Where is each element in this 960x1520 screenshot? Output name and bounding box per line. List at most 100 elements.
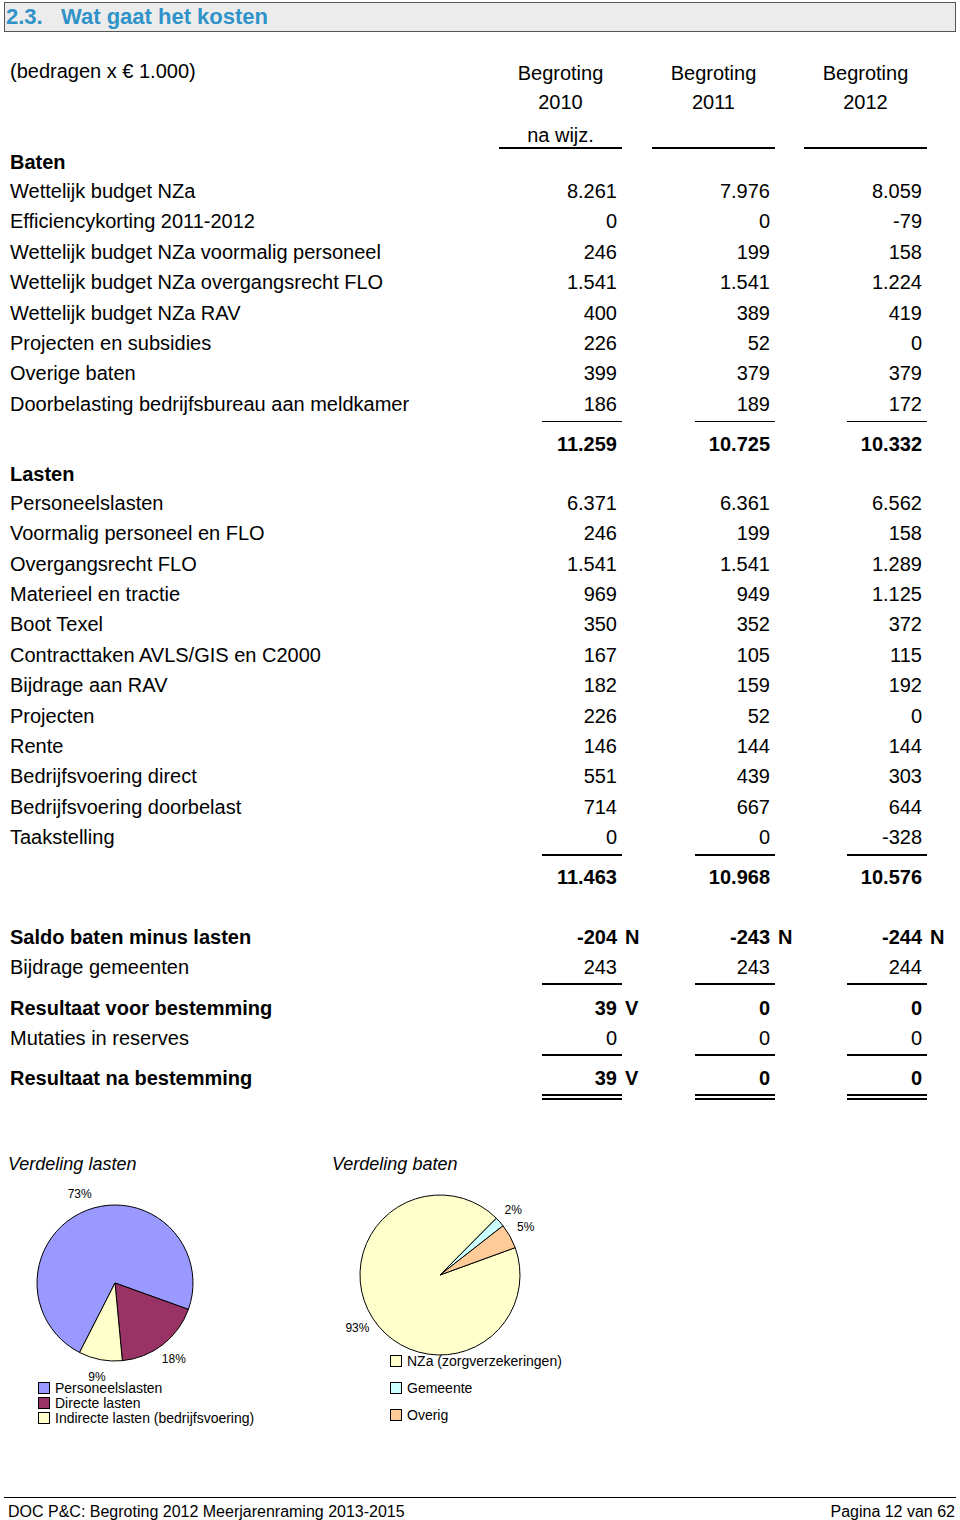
html-text:8.059: 8.059 — [871, 180, 922, 202]
html-text:419: 419 — [888, 301, 922, 324]
html-text:379: 379 — [888, 362, 922, 385]
html-text:Efficiencykorting 2011-2012: Efficiencykorting 2011-2012 — [10, 210, 255, 233]
html-text:389: 389 — [736, 301, 770, 324]
html-text:158: 158 — [888, 240, 922, 263]
html-text:186: 186 — [583, 392, 617, 415]
html-text:Bedrijfsvoering doorbelast: Bedrijfsvoering doorbelast — [10, 795, 242, 818]
html-text:Resultaat voor bestemming: Resultaat voor bestemming — [10, 997, 273, 1020]
html-text:1.541: 1.541 — [719, 552, 770, 575]
svg-text:18%: 18% — [162, 1352, 186, 1366]
html-text:Personeelslasten: Personeelslasten — [10, 491, 164, 514]
html-text:na wijz.: na wijz. — [527, 124, 594, 146]
html-text:105: 105 — [736, 643, 770, 666]
html-text:Wettelijk budget NZa overgangs: Wettelijk budget NZa overgangsrecht FLO — [10, 271, 384, 294]
html-text:182: 182 — [583, 674, 617, 697]
html-text:189: 189 — [736, 392, 770, 415]
html-text:Overige baten: Overige baten — [10, 362, 136, 385]
html-text:39: 39 — [594, 1067, 617, 1090]
html-text:Wettelijk budget NZa: Wettelijk budget NZa — [10, 180, 196, 202]
html-text:714: 714 — [583, 795, 617, 818]
html-text:1.541: 1.541 — [566, 271, 617, 294]
html-text:(bedragen x € 1.000): (bedragen x € 1.000) — [10, 60, 196, 82]
html-text:244: 244 — [888, 956, 922, 979]
html-text:Taakstelling: Taakstelling — [10, 826, 115, 849]
html-text:115: 115 — [890, 643, 922, 666]
html-text:Bijdrage aan RAV: Bijdrage aan RAV — [10, 674, 168, 697]
html-text:379: 379 — [736, 362, 770, 385]
html-text:2011: 2011 — [692, 91, 735, 113]
html-text:Resultaat na bestemming: Resultaat na bestemming — [10, 1067, 253, 1090]
html-text:Saldo baten minus lasten: Saldo baten minus lasten — [10, 926, 252, 949]
html-text:Wettelijk budget NZa voormalig: Wettelijk budget NZa voormalig personeel — [10, 240, 381, 263]
html-text:-244: -244 — [882, 926, 922, 949]
html-text:372: 372 — [888, 613, 922, 636]
html-text:11.463: 11.463 — [556, 866, 617, 889]
html-text:246: 246 — [583, 522, 617, 545]
html-text:Mutaties in reserves: Mutaties in reserves — [10, 1027, 189, 1050]
html-text:352: 352 — [736, 613, 770, 636]
html-text:303: 303 — [888, 765, 922, 788]
html-text:226: 226 — [583, 704, 617, 727]
html-text:192: 192 — [888, 674, 922, 697]
svg-text:73%: 73% — [68, 1187, 92, 1201]
html-text:Wettelijk budget NZa RAV: Wettelijk budget NZa RAV — [10, 301, 241, 324]
html-text:Doorbelasting bedrijfsbureau a: Doorbelasting bedrijfsbureau aan meldkam… — [10, 392, 410, 415]
html-text:439: 439 — [736, 765, 770, 788]
html-text:667: 667 — [736, 795, 770, 818]
html-text:-79: -79 — [893, 210, 922, 233]
html-text:172: 172 — [888, 392, 922, 415]
html-text:400: 400 — [583, 301, 617, 324]
html-text:243: 243 — [583, 956, 617, 979]
html-text:2.3. Wat gaat het kosten: 2.3. Wat gaat het kosten — [6, 4, 268, 29]
html-text:10.576: 10.576 — [860, 866, 922, 889]
html-text:Bedrijfsvoering direct: Bedrijfsvoering direct — [10, 765, 197, 788]
html-text:226: 226 — [583, 332, 617, 354]
html-text:246: 246 — [583, 240, 617, 263]
html-text:159: 159 — [736, 674, 770, 697]
html-text:Baten: Baten — [10, 151, 66, 173]
html-text:52: 52 — [747, 704, 770, 727]
html-text:1.289: 1.289 — [871, 552, 922, 575]
html-text:551: 551 — [583, 765, 617, 788]
html-text:199: 199 — [736, 240, 770, 263]
html-text:7.976: 7.976 — [719, 180, 770, 202]
html-text:644: 644 — [888, 795, 922, 818]
html-text:Boot Texel: Boot Texel — [10, 613, 103, 636]
html-text:Overgangsrecht FLO: Overgangsrecht FLO — [10, 552, 197, 575]
html-text:8.261: 8.261 — [566, 180, 617, 202]
html-text:Projecten en subsidies: Projecten en subsidies — [10, 332, 212, 354]
html-text:399: 399 — [583, 362, 617, 385]
html-text:-328: -328 — [882, 826, 922, 849]
html-text:1.541: 1.541 — [566, 552, 617, 575]
html-text:2010: 2010 — [538, 91, 583, 113]
html-text:-243: -243 — [730, 926, 770, 949]
svg-text:93%: 93% — [345, 1321, 369, 1335]
html-text:Voormalig personeel en FLO: Voormalig personeel en FLO — [10, 522, 265, 545]
html-text:1.224: 1.224 — [871, 271, 922, 294]
html-text:39: 39 — [594, 997, 617, 1020]
svg-text:2%: 2% — [505, 1203, 523, 1217]
html-text:1.541: 1.541 — [719, 271, 770, 294]
html-text:Begroting: Begroting — [670, 62, 757, 84]
html-text:11.259: 11.259 — [556, 432, 617, 455]
html-text:2012: 2012 — [843, 91, 888, 113]
svg-text:5%: 5% — [517, 1220, 535, 1234]
html-text:Projecten: Projecten — [10, 704, 95, 727]
html-text:199: 199 — [736, 522, 770, 545]
html-text:350: 350 — [583, 613, 617, 636]
html-text:6.361: 6.361 — [719, 491, 770, 514]
html-text:Lasten: Lasten — [10, 462, 75, 485]
html-text:Begroting: Begroting — [822, 62, 909, 84]
html-text:6.371: 6.371 — [566, 491, 617, 514]
html-text:Begroting: Begroting — [517, 62, 604, 84]
html-text:158: 158 — [888, 522, 922, 545]
html-text:243: 243 — [736, 956, 770, 979]
html-text:6.562: 6.562 — [871, 491, 922, 514]
html-text:Bijdrage gemeenten: Bijdrage gemeenten — [10, 956, 189, 979]
html-text:-204: -204 — [577, 926, 617, 949]
html-text:10.725: 10.725 — [708, 432, 770, 455]
html-text:10.332: 10.332 — [860, 432, 922, 455]
html-text:Contracttaken AVLS/GIS en C200: Contracttaken AVLS/GIS en C2000 — [10, 643, 321, 666]
html-text:10.968: 10.968 — [708, 866, 770, 889]
html-text:167: 167 — [583, 643, 617, 666]
